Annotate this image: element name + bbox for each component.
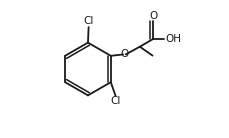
Text: Cl: Cl <box>110 96 120 106</box>
Text: O: O <box>148 11 157 21</box>
Text: Cl: Cl <box>83 16 93 26</box>
Text: OH: OH <box>165 34 181 44</box>
Text: O: O <box>120 49 128 59</box>
